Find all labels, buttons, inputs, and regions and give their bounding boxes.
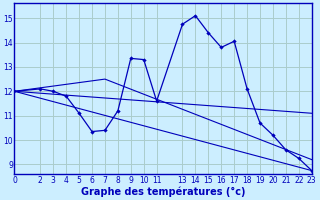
- X-axis label: Graphe des températures (°c): Graphe des températures (°c): [81, 186, 245, 197]
